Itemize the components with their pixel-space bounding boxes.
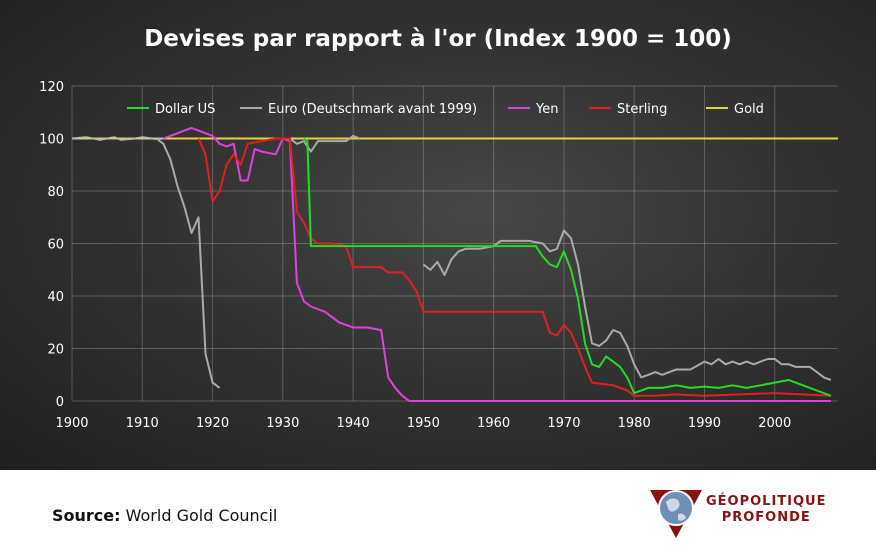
series-line-dollar-us [303,137,832,397]
chart-background [0,0,876,470]
legend-entry: Gold [734,102,764,117]
x-tick-label: 1940 [337,416,370,431]
grid-lines [71,85,838,402]
source-value: World Gold Council [125,506,278,525]
y-axis-ticks: 0 20 40 60 80 100 120 [39,80,64,410]
y-tick-label: 120 [39,80,64,95]
series-line-euro-deutschmark-avant-1999 [155,137,221,389]
x-tick-label: 1900 [55,416,88,431]
line-chart: 0 20 40 60 80 100 120 1900 1910 1920 1930 1940 1950… [39,80,838,431]
legend-entry: Euro (Deutschmark avant 1999) [268,102,477,117]
y-tick-label: 60 [47,238,64,253]
footer: Source: World Gold Council GÉOPOLITIQUE … [0,470,876,554]
x-tick-label: 1980 [618,416,651,431]
legend-entry: Dollar US [155,102,215,117]
legend-entry: Yen [535,102,558,117]
x-tick-label: 1990 [688,416,721,431]
x-tick-label: 1970 [547,416,580,431]
logo-line-1: GÉOPOLITIQUE [706,494,827,509]
y-tick-label: 40 [47,290,64,305]
logo-text: GÉOPOLITIQUE PROFONDE [706,494,827,526]
x-tick-label: 1950 [407,416,440,431]
x-tick-label: 2000 [758,416,791,431]
y-tick-label: 100 [39,133,64,148]
x-axis-ticks: 1900 1910 1920 1930 1940 1950 1960 1970 1980 1990… [55,416,791,431]
series-line-euro-deutschmark-avant-1999 [422,229,832,381]
y-tick-label: 80 [47,185,64,200]
series-line-euro-deutschmark-avant-1999 [289,134,361,153]
x-tick-label: 1960 [477,416,510,431]
x-tick-label: 1920 [196,416,229,431]
x-tick-label: 1930 [266,416,299,431]
series-line-sterling [197,137,832,397]
y-tick-label: 20 [47,343,64,358]
source-note: Source: World Gold Council [52,506,277,525]
chart-title: Devises par rapport à l'or (Index 1900 =… [144,26,732,52]
logo: GÉOPOLITIQUE PROFONDE [648,484,848,542]
legend-entry: Sterling [617,102,667,117]
logo-line-2: PROFONDE [721,510,811,525]
series-line-yen [163,127,831,402]
y-tick-label: 0 [56,395,64,410]
series-line-baseline [71,136,164,141]
x-tick-label: 1910 [126,416,159,431]
series-lines [71,127,838,402]
globe-icon [650,490,702,538]
source-label: Source: [52,506,121,525]
legend: Dollar US Euro (Deutschmark avant 1999) Ye… [127,102,764,117]
